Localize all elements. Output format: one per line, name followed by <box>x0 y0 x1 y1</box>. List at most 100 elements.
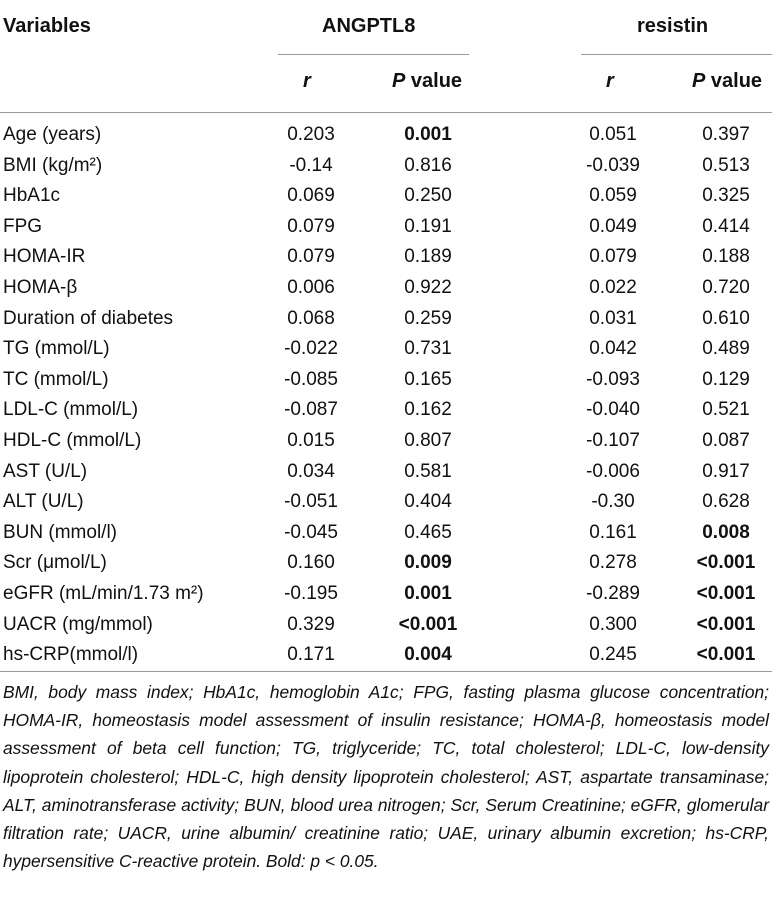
angptl8-r-cell: 0.006 <box>287 276 335 298</box>
variable-cell: BMI (kg/m²) <box>3 154 103 176</box>
header-rule <box>0 112 772 113</box>
angptl8-p-header: P value <box>392 70 462 93</box>
table-row: LDL-C (mmol/L) -0.087 0.162 -0.040 0.521 <box>0 395 772 426</box>
angptl8-r-cell: 0.034 <box>287 460 335 482</box>
resistin-p-cell: 0.610 <box>702 307 750 329</box>
bottom-rule <box>0 671 772 672</box>
table-row: TG (mmol/L) -0.022 0.731 0.042 0.489 <box>0 334 772 365</box>
table-header: Variables ANGPTL8 resistin <box>0 0 772 56</box>
table-row: HbA1c 0.069 0.250 0.059 0.325 <box>0 181 772 212</box>
resistin-p-cell: <0.001 <box>696 552 756 574</box>
resistin-header: resistin <box>637 15 709 37</box>
resistin-r-cell: 0.161 <box>589 521 637 543</box>
resistin-p-header: P value <box>692 70 762 93</box>
variable-cell: hs-CRP(mmol/l) <box>3 644 139 666</box>
angptl8-p-cell: 0.731 <box>404 338 452 360</box>
resistin-p-cell: 0.325 <box>702 185 750 207</box>
table-row: HOMA-IR 0.079 0.189 0.079 0.188 <box>0 242 772 273</box>
p-letter: P <box>392 70 406 92</box>
angptl8-p-cell: 0.165 <box>404 368 452 390</box>
variable-cell: AST (U/L) <box>3 460 88 482</box>
resistin-r-cell: -0.093 <box>586 368 640 390</box>
variable-cell: HOMA-β <box>3 276 78 298</box>
angptl8-r-cell: 0.069 <box>287 185 335 207</box>
resistin-p-cell: 0.087 <box>702 429 750 451</box>
resistin-p-cell: 0.397 <box>702 124 750 145</box>
resistin-p-cell: 0.129 <box>702 368 750 390</box>
resistin-p-cell: 0.513 <box>702 154 750 176</box>
resistin-p-cell: 0.414 <box>702 215 750 237</box>
resistin-p-cell: 0.917 <box>702 460 750 482</box>
variable-cell: UACR (mg/mmol) <box>3 613 153 635</box>
table-row: BUN (mmol/l) -0.045 0.465 0.161 0.008 <box>0 518 772 549</box>
resistin-r-cell: 0.300 <box>589 613 637 635</box>
angptl8-p-cell: 0.189 <box>404 246 452 268</box>
resistin-r-cell: 0.278 <box>589 552 637 574</box>
angptl8-r-cell: -0.087 <box>284 399 338 421</box>
angptl8-p-cell: 0.001 <box>404 124 452 145</box>
variables-header: Variables <box>3 15 91 37</box>
angptl8-p-cell: <0.001 <box>398 613 458 635</box>
angptl8-r-cell: 0.068 <box>287 307 335 329</box>
table-body: Age (years) 0.203 0.001 0.051 0.397 BMI (kg/m… <box>0 120 772 671</box>
variable-cell: HOMA-IR <box>3 246 86 268</box>
table-row: ALT (U/L) -0.051 0.404 -0.30 0.628 <box>0 487 772 518</box>
table-row: Duration of diabetes 0.068 0.259 0.031 0.610 <box>0 304 772 335</box>
table-row: TC (mmol/L) -0.085 0.165 -0.093 0.129 <box>0 365 772 396</box>
angptl8-p-cell: 0.001 <box>404 582 452 604</box>
angptl8-r-cell: -0.022 <box>284 338 338 360</box>
angptl8-r-cell: -0.14 <box>289 154 333 176</box>
resistin-r-cell: 0.022 <box>589 276 637 298</box>
table-row: Scr (μmol/L) 0.160 0.009 0.278 <0.001 <box>0 548 772 579</box>
angptl8-r-cell: -0.195 <box>284 582 338 604</box>
resistin-p-cell: <0.001 <box>696 644 756 666</box>
angptl8-p-cell: 0.004 <box>404 644 452 666</box>
resistin-r-cell: -0.30 <box>591 491 635 513</box>
variable-cell: BUN (mmol/l) <box>3 521 117 543</box>
table-row: HDL-C (mmol/L) 0.015 0.807 -0.107 0.087 <box>0 426 772 457</box>
table-row: eGFR (mL/min/1.73 m²) -0.195 0.001 -0.289 <0… <box>0 579 772 610</box>
angptl8-p-cell: 0.259 <box>404 307 452 329</box>
resistin-p-cell: 0.008 <box>702 521 750 543</box>
resistin-r-cell: 0.042 <box>589 338 637 360</box>
angptl8-p-cell: 0.807 <box>404 429 452 451</box>
resistin-p-cell: 0.489 <box>702 338 750 360</box>
table-row: UACR (mg/mmol) 0.329 <0.001 0.300 <0.001 <box>0 610 772 641</box>
angptl8-r-cell: -0.051 <box>284 491 338 513</box>
resistin-p-cell: 0.720 <box>702 276 750 298</box>
angptl8-r-cell: 0.079 <box>287 215 335 237</box>
resistin-r-cell: -0.040 <box>586 399 640 421</box>
variable-cell: TC (mmol/L) <box>3 368 109 390</box>
variable-cell: FPG <box>3 215 43 237</box>
angptl8-p-cell: 0.404 <box>404 491 452 513</box>
resistin-r-cell: -0.289 <box>586 582 640 604</box>
value-word: value <box>705 70 763 92</box>
angptl8-p-cell: 0.191 <box>404 215 452 237</box>
variable-cell: Age (years) <box>3 124 102 145</box>
table-row: Age (years) 0.203 0.001 0.051 0.397 <box>0 120 772 151</box>
resistin-r-cell: 0.031 <box>589 307 637 329</box>
angptl8-p-cell: 0.009 <box>404 552 452 574</box>
angptl8-r-header: r <box>303 70 311 92</box>
angptl8-r-cell: 0.079 <box>287 246 335 268</box>
variable-cell: HDL-C (mmol/L) <box>3 429 142 451</box>
variable-cell: Duration of diabetes <box>3 307 174 329</box>
resistin-r-cell: 0.059 <box>589 185 637 207</box>
resistin-r-header: r <box>606 70 614 92</box>
angptl8-r-cell: 0.203 <box>287 124 335 145</box>
table-row: BMI (kg/m²) -0.14 0.816 -0.039 0.513 <box>0 151 772 182</box>
angptl8-r-cell: 0.171 <box>287 644 335 666</box>
variable-cell: LDL-C (mmol/L) <box>3 399 139 421</box>
resistin-r-cell: 0.245 <box>589 644 637 666</box>
angptl8-r-cell: 0.015 <box>287 429 335 451</box>
variable-cell: HbA1c <box>3 185 61 207</box>
resistin-p-cell: <0.001 <box>696 613 756 635</box>
resistin-rule <box>581 54 772 55</box>
angptl8-r-cell: -0.045 <box>284 521 338 543</box>
table-row: HOMA-β 0.006 0.922 0.022 0.720 <box>0 273 772 304</box>
variable-cell: Scr (μmol/L) <box>3 552 107 574</box>
table-row: hs-CRP(mmol/l) 0.171 0.004 0.245 <0.001 <box>0 640 772 671</box>
p-letter: P <box>692 70 706 92</box>
resistin-p-cell: <0.001 <box>696 582 756 604</box>
